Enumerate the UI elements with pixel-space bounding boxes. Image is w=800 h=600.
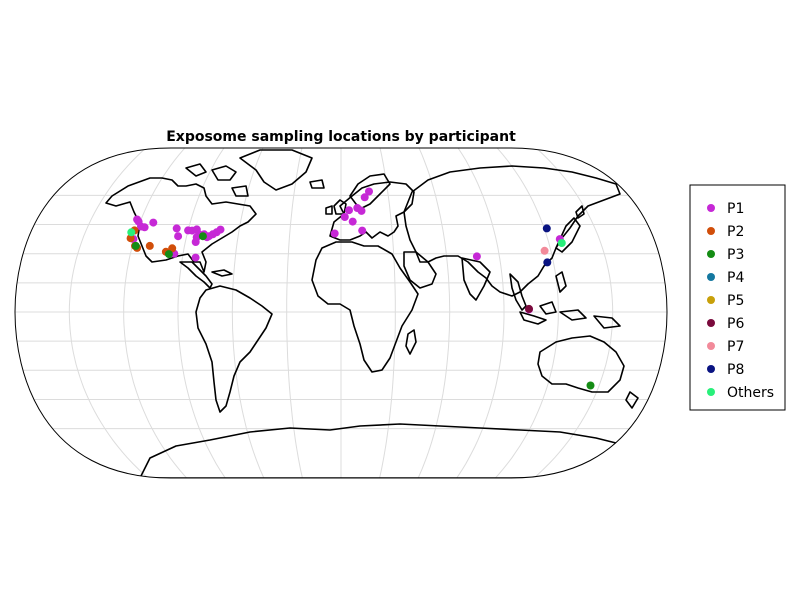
legend-marker-p7 [707,342,715,350]
sampling-point-p2 [145,241,154,250]
legend-marker-p8 [707,365,715,373]
legend-label-p7: P7 [727,339,744,355]
map-title: Exposome sampling locations by participa… [166,129,516,145]
sampling-point-p3 [198,232,207,241]
sampling-points [126,187,595,390]
north-america-outline [105,177,257,273]
legend-label-p6: P6 [727,316,744,332]
legend-box [689,184,786,411]
legend-label-p3: P3 [727,247,744,263]
sampling-point-p1 [174,232,183,241]
legend-label-p1: P1 [727,201,744,217]
southeast-asia-outline [509,273,527,311]
iceland-outline [309,179,325,189]
legend-marker-p5 [707,296,715,304]
sampling-point-p1 [365,187,373,196]
sampling-point-p1 [472,252,481,261]
antarctica-outline [139,423,661,478]
sampling-point-p8 [542,224,551,233]
sampling-point-p1 [340,213,349,221]
globe-outline [14,147,668,479]
legend-label-p2: P2 [727,224,744,240]
sampling-point-others [127,228,136,237]
sampling-point-p1 [353,204,362,212]
sampling-point-p3 [131,241,140,250]
sampling-point-p1 [191,253,200,262]
graticule [15,148,667,478]
sampling-point-others [557,239,566,247]
arctic-islands-outline [185,163,249,197]
australia-outline [537,335,625,393]
legend-marker-others [707,388,715,396]
sampling-point-p1 [140,223,149,232]
new-zealand-outline [625,391,639,409]
greenland-outline [239,149,313,191]
central-america-outline [179,261,213,289]
legend: P1 P2 P3 P4 P5 P6 P7 P8 Others [689,184,786,411]
sampling-point-p1 [348,217,357,226]
sampling-point-p1 [216,225,225,234]
british-isles-outline [325,199,347,215]
indonesia-outline [519,301,621,329]
sampling-point-p6 [525,304,533,313]
legend-marker-p4 [707,273,715,281]
sampling-point-p7 [540,246,549,255]
arabia-outline [403,251,437,289]
legend-marker-p2 [707,227,715,235]
sampling-point-p1 [330,229,339,238]
sampling-point-p1 [149,218,158,227]
legend-label-p4: P4 [727,270,744,286]
africa-outline [311,241,419,373]
legend-label-p5: P5 [727,293,744,309]
sampling-point-p1 [360,193,369,202]
philippines-outline [555,271,567,293]
sampling-point-p3 [586,381,595,390]
japan-outline [555,205,585,253]
legend-label-p8: P8 [727,362,744,378]
sampling-point-p2 [168,244,177,253]
legend-label-others: Others [727,385,774,401]
sampling-point-p1 [192,233,201,242]
sampling-point-p1 [345,206,353,215]
sampling-point-p2 [126,234,135,243]
legend-marker-p1 [707,204,715,212]
madagascar-outline [405,329,417,355]
sampling-point-p3 [164,250,173,259]
legend-marker-p3 [707,250,715,258]
sampling-point-p8 [543,258,552,267]
legend-marker-p6 [707,319,715,327]
india-outline [461,257,491,301]
caribbean-outline [211,269,233,277]
sampling-point-p1 [358,226,367,235]
south-america-outline [195,285,273,413]
sampling-point-p1 [172,224,181,233]
